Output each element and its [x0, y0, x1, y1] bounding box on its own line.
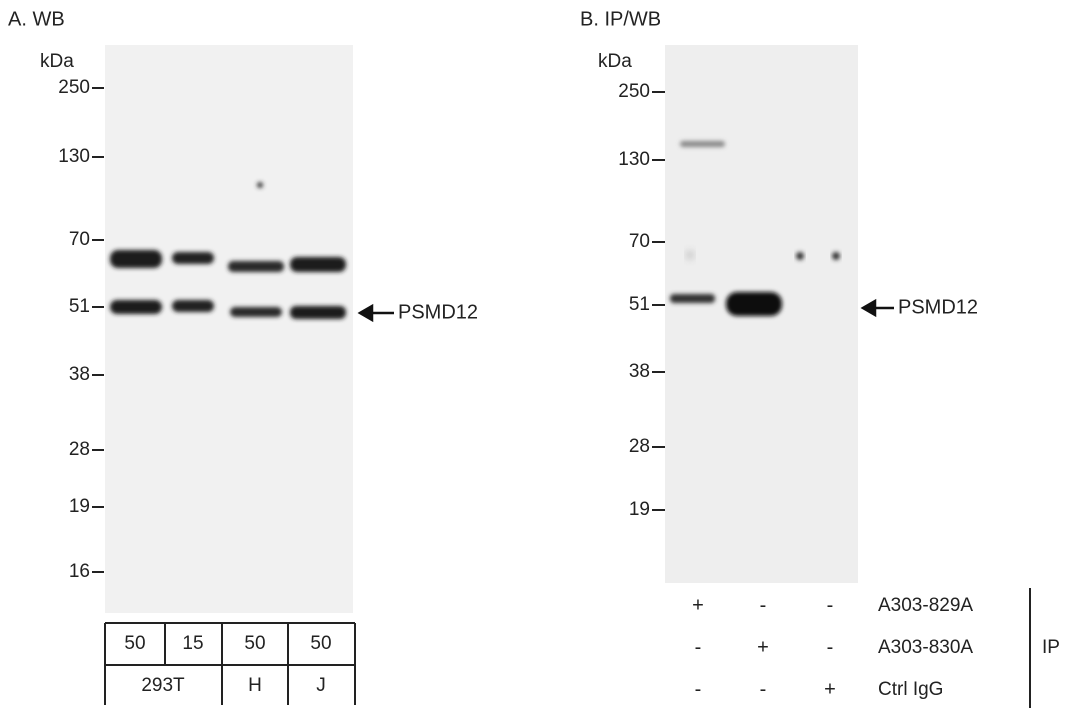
bands-a: [110, 182, 346, 319]
arrows: [357, 298, 894, 323]
sign: +: [692, 594, 704, 616]
marker-label: 19: [69, 496, 90, 517]
sign: +: [757, 636, 769, 658]
row-label: A303-830A: [878, 637, 973, 658]
marker-label: 51: [629, 294, 650, 315]
load-label: 50: [124, 633, 145, 654]
target-label: PSMD12: [898, 296, 978, 318]
row-label: A303-829A: [878, 595, 973, 616]
sign: -: [760, 594, 767, 616]
panel-title: B. IP/WB: [580, 8, 661, 30]
sign: -: [827, 636, 834, 658]
load-label: 15: [182, 633, 203, 654]
marker-label: 130: [58, 146, 90, 167]
sign: -: [695, 636, 702, 658]
sign: +: [824, 678, 836, 700]
group-label: J: [316, 675, 326, 696]
load-label: 50: [310, 633, 331, 654]
marker-label: 130: [618, 149, 650, 170]
table-lines-a: [104, 622, 356, 705]
group-label: IP: [1042, 637, 1060, 658]
marker-label: 38: [69, 364, 90, 385]
marker-label: 51: [69, 296, 90, 317]
marker-label: 38: [629, 361, 650, 382]
target-label: PSMD12: [398, 301, 478, 323]
marker-label: 16: [69, 561, 90, 582]
row-label: Ctrl IgG: [878, 679, 943, 700]
marker-label: 250: [58, 77, 90, 98]
sign: -: [760, 678, 767, 700]
bands-b: [670, 141, 840, 316]
unit-label: kDa: [40, 51, 74, 72]
group-label: 293T: [141, 675, 185, 696]
marker-label: 250: [618, 81, 650, 102]
sign: -: [695, 678, 702, 700]
sign: -: [827, 594, 834, 616]
load-label: 50: [244, 633, 265, 654]
marker-label: 28: [629, 436, 650, 457]
marker-label: 19: [629, 499, 650, 520]
panel-title: A. WB: [8, 8, 65, 30]
marker-label: 70: [69, 229, 90, 250]
blot-a: [105, 45, 353, 613]
group-label: H: [248, 675, 262, 696]
unit-label: kDa: [598, 51, 632, 72]
marker-label: 70: [629, 231, 650, 252]
marker-label: 28: [69, 439, 90, 460]
